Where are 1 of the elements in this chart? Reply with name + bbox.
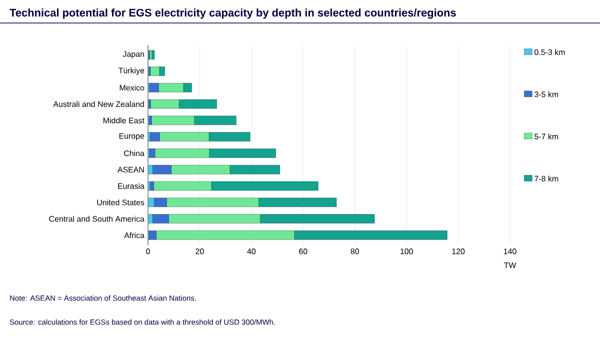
chart-title: Technical potential for EGS electricity capacity by depth in selected countries/regions <box>10 8 456 19</box>
